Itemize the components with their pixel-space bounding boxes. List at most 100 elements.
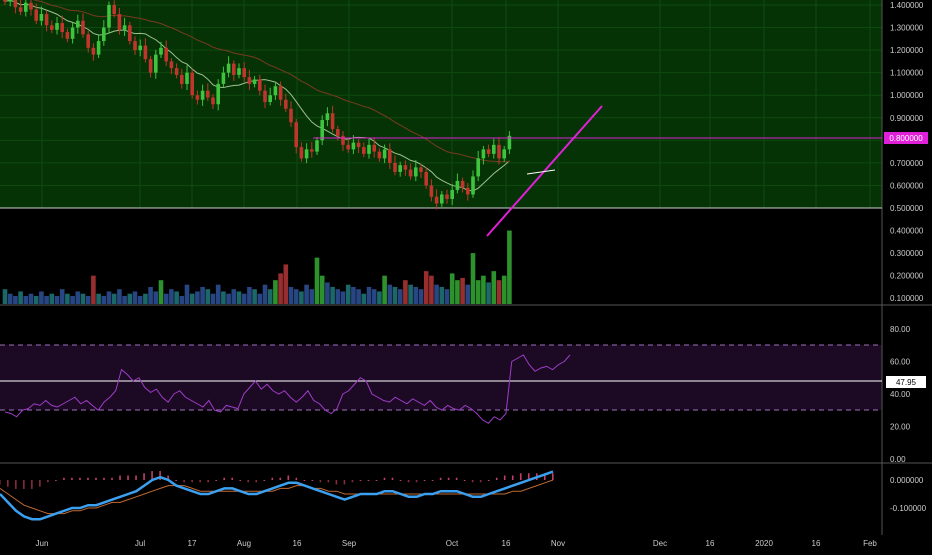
price-tick-label: 0.600000 — [890, 181, 924, 190]
volume-bar — [507, 230, 512, 304]
volume-bar — [2, 289, 8, 304]
candle-body — [362, 147, 366, 154]
volume-bar — [423, 271, 429, 304]
volume-bar — [111, 293, 117, 304]
volume-bar — [283, 264, 289, 304]
macd-hist-bar — [15, 480, 17, 489]
volume-bar — [18, 291, 23, 304]
macd-hist-bar — [431, 480, 434, 481]
price-tick-label: 0.300000 — [890, 249, 924, 258]
macd-hist-bar — [295, 477, 298, 480]
macd-histogram — [0, 471, 554, 489]
candle-body — [471, 176, 475, 195]
time-tick-label: 16 — [812, 539, 821, 548]
macd-line — [0, 470, 554, 521]
macd-hist-bar — [359, 480, 362, 481]
volume-bar — [247, 286, 252, 304]
price-tick-label: 0.500000 — [890, 204, 924, 213]
macd-hist-bar — [127, 475, 129, 480]
candle-body — [164, 47, 168, 62]
candle-body — [289, 108, 293, 123]
candle-body — [3, 0, 7, 2]
candle-body — [304, 149, 309, 159]
candle-body — [216, 83, 220, 105]
volume-bar — [278, 273, 283, 304]
volume-bar — [132, 291, 138, 304]
candle-body — [414, 167, 418, 177]
volume-bar — [252, 289, 257, 304]
current-price-label: 0.800000 — [889, 134, 923, 143]
candle-body — [76, 20, 80, 28]
candle-body — [299, 147, 304, 159]
candle-body — [434, 196, 439, 204]
candle-body — [408, 169, 413, 177]
candle-body — [356, 142, 361, 148]
macd-hist-bar — [519, 473, 522, 480]
candle-body — [200, 90, 205, 100]
candle-body — [372, 144, 376, 152]
volume-bar — [397, 289, 403, 304]
trend-line-short[interactable] — [526, 169, 556, 175]
macd-hist-bar — [87, 477, 89, 480]
candle-body — [273, 86, 278, 96]
time-tick-label: Oct — [446, 539, 459, 548]
candle-body — [486, 149, 491, 154]
volume-bar — [330, 286, 335, 304]
candle-body — [159, 47, 163, 55]
volume-bar — [117, 289, 122, 304]
time-tick-label: 16 — [293, 539, 302, 548]
macd-hist-bar — [199, 480, 201, 483]
volume-bar — [75, 291, 81, 304]
candle-body — [460, 180, 465, 188]
candle-body — [190, 72, 194, 96]
time-tick-label: Nov — [551, 539, 565, 548]
macd-hist-bar — [151, 471, 153, 480]
candle-body — [174, 68, 179, 75]
volume-bar — [39, 291, 44, 304]
candle-body — [284, 99, 288, 109]
candle-body — [320, 120, 324, 141]
volume-bar — [163, 293, 169, 304]
candle-body — [128, 25, 132, 42]
macd-hist-bar — [0, 480, 1, 485]
candle-body — [65, 32, 70, 39]
candle-body — [263, 90, 267, 102]
candle-body — [44, 14, 49, 26]
candle-body — [70, 27, 75, 39]
candle-body — [60, 23, 64, 33]
volume-bar — [184, 284, 190, 304]
volume-bar — [340, 291, 346, 304]
volume-bar — [70, 295, 75, 304]
volume-bar — [309, 289, 315, 304]
macd-hist-bar — [215, 480, 217, 481]
macd-hist-bar — [367, 480, 370, 481]
volume-bar — [325, 282, 330, 304]
volume-bar — [101, 295, 107, 304]
macd-hist-bar — [471, 480, 474, 483]
volume-bar — [382, 275, 387, 304]
time-tick-label: 16 — [706, 539, 715, 548]
candle-body — [237, 68, 241, 75]
rsi-current-tag — [886, 376, 926, 388]
candle-body — [481, 149, 486, 159]
candle-body — [133, 41, 137, 51]
macd-hist-bar — [479, 480, 482, 483]
macd-hist-bar — [383, 477, 386, 480]
candle-body — [221, 72, 226, 84]
candle-body — [455, 180, 460, 190]
volume-bar — [189, 293, 195, 304]
candle-body — [195, 95, 200, 100]
candle-body — [24, 2, 28, 12]
time-tick-label: Aug — [237, 539, 251, 548]
candle-body — [185, 72, 189, 84]
macd-hist-bar — [47, 480, 49, 483]
volume-bar — [403, 280, 408, 304]
candle-body — [112, 5, 116, 15]
volume-bar — [7, 293, 13, 304]
moving-averages — [4, 0, 510, 192]
macd-hist-bar — [287, 475, 290, 480]
macd-hist-bar — [511, 475, 514, 480]
candle-body — [341, 135, 345, 145]
